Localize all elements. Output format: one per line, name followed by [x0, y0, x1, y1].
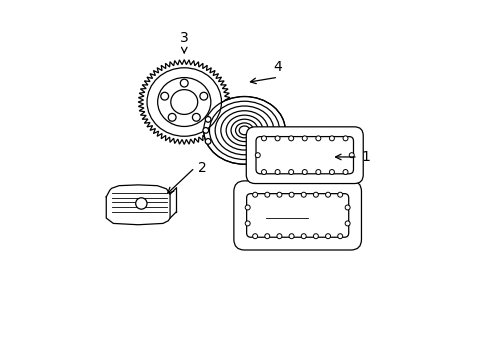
Circle shape: [288, 136, 293, 141]
Circle shape: [288, 170, 293, 175]
Circle shape: [276, 234, 282, 239]
Ellipse shape: [157, 77, 210, 126]
Circle shape: [288, 192, 293, 197]
Circle shape: [200, 92, 207, 100]
Circle shape: [205, 117, 210, 122]
Circle shape: [325, 234, 330, 239]
Circle shape: [275, 136, 280, 141]
Circle shape: [252, 234, 257, 239]
Circle shape: [343, 136, 347, 141]
Circle shape: [205, 139, 210, 144]
Circle shape: [244, 205, 250, 210]
Circle shape: [301, 234, 305, 239]
Circle shape: [302, 136, 306, 141]
FancyBboxPatch shape: [233, 181, 361, 250]
Circle shape: [345, 221, 349, 226]
Circle shape: [275, 170, 280, 175]
Circle shape: [180, 79, 188, 87]
Circle shape: [255, 153, 260, 158]
Ellipse shape: [203, 96, 285, 164]
Circle shape: [315, 136, 320, 141]
Ellipse shape: [170, 90, 197, 114]
Text: 3: 3: [180, 31, 188, 45]
Circle shape: [168, 113, 176, 121]
Ellipse shape: [147, 68, 221, 136]
Circle shape: [343, 170, 347, 175]
Circle shape: [264, 192, 269, 197]
Text: 2: 2: [198, 161, 207, 175]
Circle shape: [337, 192, 342, 197]
Text: 4: 4: [273, 60, 282, 74]
FancyBboxPatch shape: [246, 127, 363, 184]
Circle shape: [313, 192, 318, 197]
Circle shape: [313, 234, 318, 239]
Circle shape: [261, 136, 266, 141]
Circle shape: [192, 113, 200, 121]
Circle shape: [161, 92, 168, 100]
Circle shape: [244, 221, 250, 226]
Circle shape: [337, 234, 342, 239]
Circle shape: [261, 170, 266, 175]
Circle shape: [329, 170, 334, 175]
Circle shape: [288, 234, 293, 239]
Circle shape: [264, 234, 269, 239]
Circle shape: [302, 170, 306, 175]
Circle shape: [135, 198, 147, 209]
Circle shape: [315, 170, 320, 175]
Circle shape: [301, 192, 305, 197]
Polygon shape: [138, 60, 230, 144]
Polygon shape: [106, 185, 170, 225]
Circle shape: [329, 136, 334, 141]
Circle shape: [345, 205, 349, 210]
Text: 1: 1: [361, 150, 369, 164]
Circle shape: [348, 153, 353, 158]
Circle shape: [252, 192, 257, 197]
Circle shape: [203, 127, 208, 133]
Circle shape: [325, 192, 330, 197]
Circle shape: [276, 192, 282, 197]
